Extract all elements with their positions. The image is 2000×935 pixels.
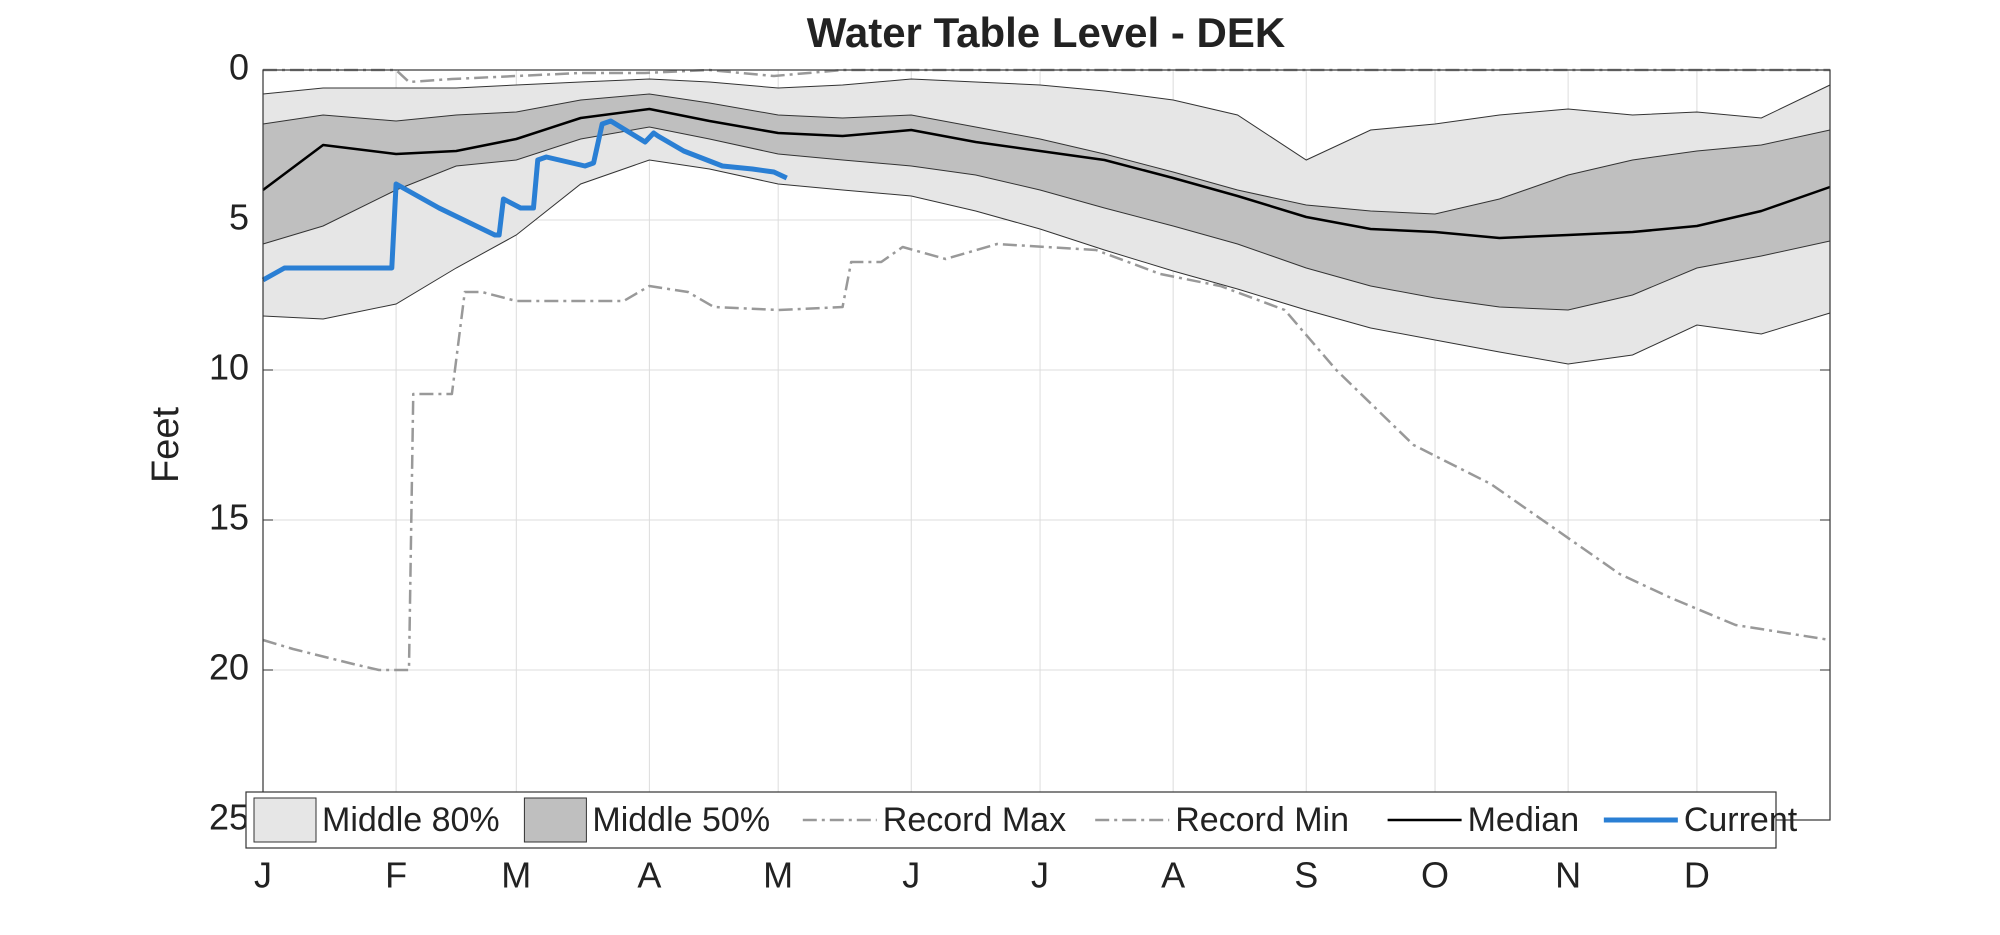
- y-axis-label: Feet: [145, 407, 187, 483]
- band-edge: [262, 78, 1831, 161]
- band-edge: [262, 126, 1831, 311]
- y-tick-label: 5: [229, 197, 249, 238]
- series-line: [262, 107, 1831, 240]
- x-tick-label: F: [385, 855, 407, 896]
- y-tick-label: 15: [209, 497, 249, 538]
- x-tick-label: J: [254, 855, 272, 896]
- legend-label: Median: [1468, 801, 1580, 839]
- legend-label: Current: [1684, 801, 1798, 839]
- y-tick-label: 0: [229, 47, 249, 88]
- y-tick-label: 25: [209, 797, 249, 838]
- x-tick-label: A: [1161, 855, 1185, 896]
- x-tick-label: M: [501, 855, 531, 896]
- legend-label: Record Min: [1175, 801, 1349, 839]
- x-tick-label: A: [637, 855, 661, 896]
- y-tick-label: 20: [209, 647, 249, 688]
- legend-label: Middle 50%: [592, 801, 770, 839]
- legend-label: Middle 80%: [322, 801, 500, 839]
- legend-swatch: [253, 797, 317, 843]
- x-tick-label: N: [1555, 855, 1581, 896]
- legend-box: [245, 791, 1777, 849]
- x-tick-label: J: [1031, 855, 1049, 896]
- chart-title: Water Table Level - DEK: [807, 9, 1285, 56]
- legend: Middle 80% Middle 50% Record Max Record Min…: [245, 791, 1798, 849]
- x-tick-label: O: [1421, 855, 1449, 896]
- series-line: [261, 118, 788, 283]
- y-tick-label: 10: [209, 347, 249, 388]
- x-tick-label: J: [902, 855, 920, 896]
- legend-swatch: [523, 797, 587, 843]
- band-edge: [262, 93, 1831, 215]
- x-tick-label: S: [1294, 855, 1318, 896]
- band-area: [263, 94, 1830, 310]
- x-tick-label: M: [763, 855, 793, 896]
- band-edge: [262, 159, 1831, 365]
- x-tick-label: D: [1684, 855, 1710, 896]
- legend-label: Record Max: [883, 801, 1066, 839]
- series-line: [263, 68, 1830, 84]
- series-line: [262, 242, 1831, 672]
